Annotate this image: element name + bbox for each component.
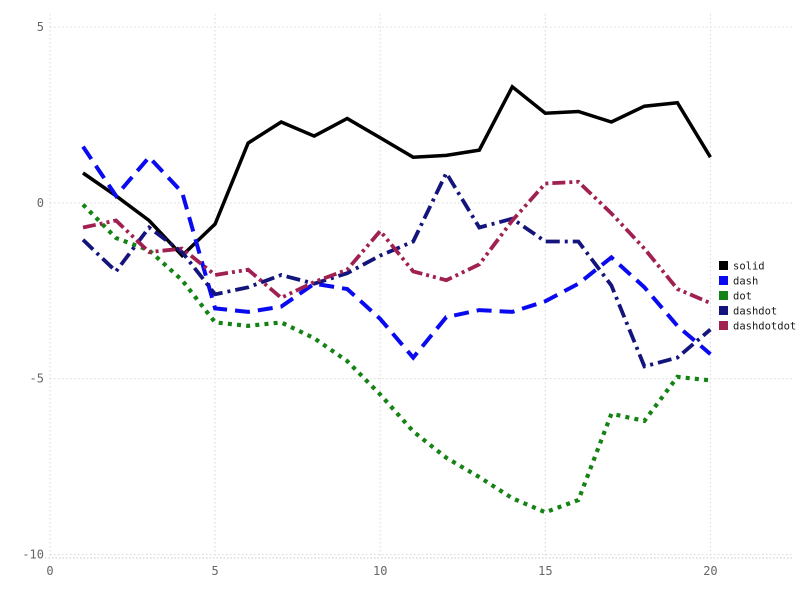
y-tick-label: -10: [22, 547, 44, 561]
legend-swatch-dot: [719, 291, 728, 300]
y-tick-label: -5: [30, 372, 44, 386]
x-tick-label: 15: [538, 564, 552, 578]
legend-swatch-dashdotdot: [719, 321, 728, 330]
legend-label-dashdot: dashdot: [733, 306, 777, 318]
x-tick-label: 0: [46, 564, 53, 578]
x-tick-label: 20: [703, 564, 717, 578]
legend-label-dashdotdot: dashdotdot: [733, 321, 796, 333]
legend-swatch-dash: [719, 276, 728, 285]
legend-label-dash: dash: [733, 276, 758, 288]
x-tick-label: 5: [211, 564, 218, 578]
legend-swatch-solid: [719, 261, 728, 270]
series-solid-line: [82, 84, 712, 259]
legend-swatch-dashdot: [719, 306, 728, 315]
y-tick-label: 0: [37, 196, 44, 210]
y-tick-label: 5: [37, 20, 44, 34]
series-dash-line: [81, 145, 712, 361]
legend-label-solid: solid: [733, 261, 765, 273]
series-dashdotdot-line: [82, 179, 712, 305]
legend-label-dot: dot: [733, 291, 752, 303]
x-tick-label: 10: [373, 564, 387, 578]
